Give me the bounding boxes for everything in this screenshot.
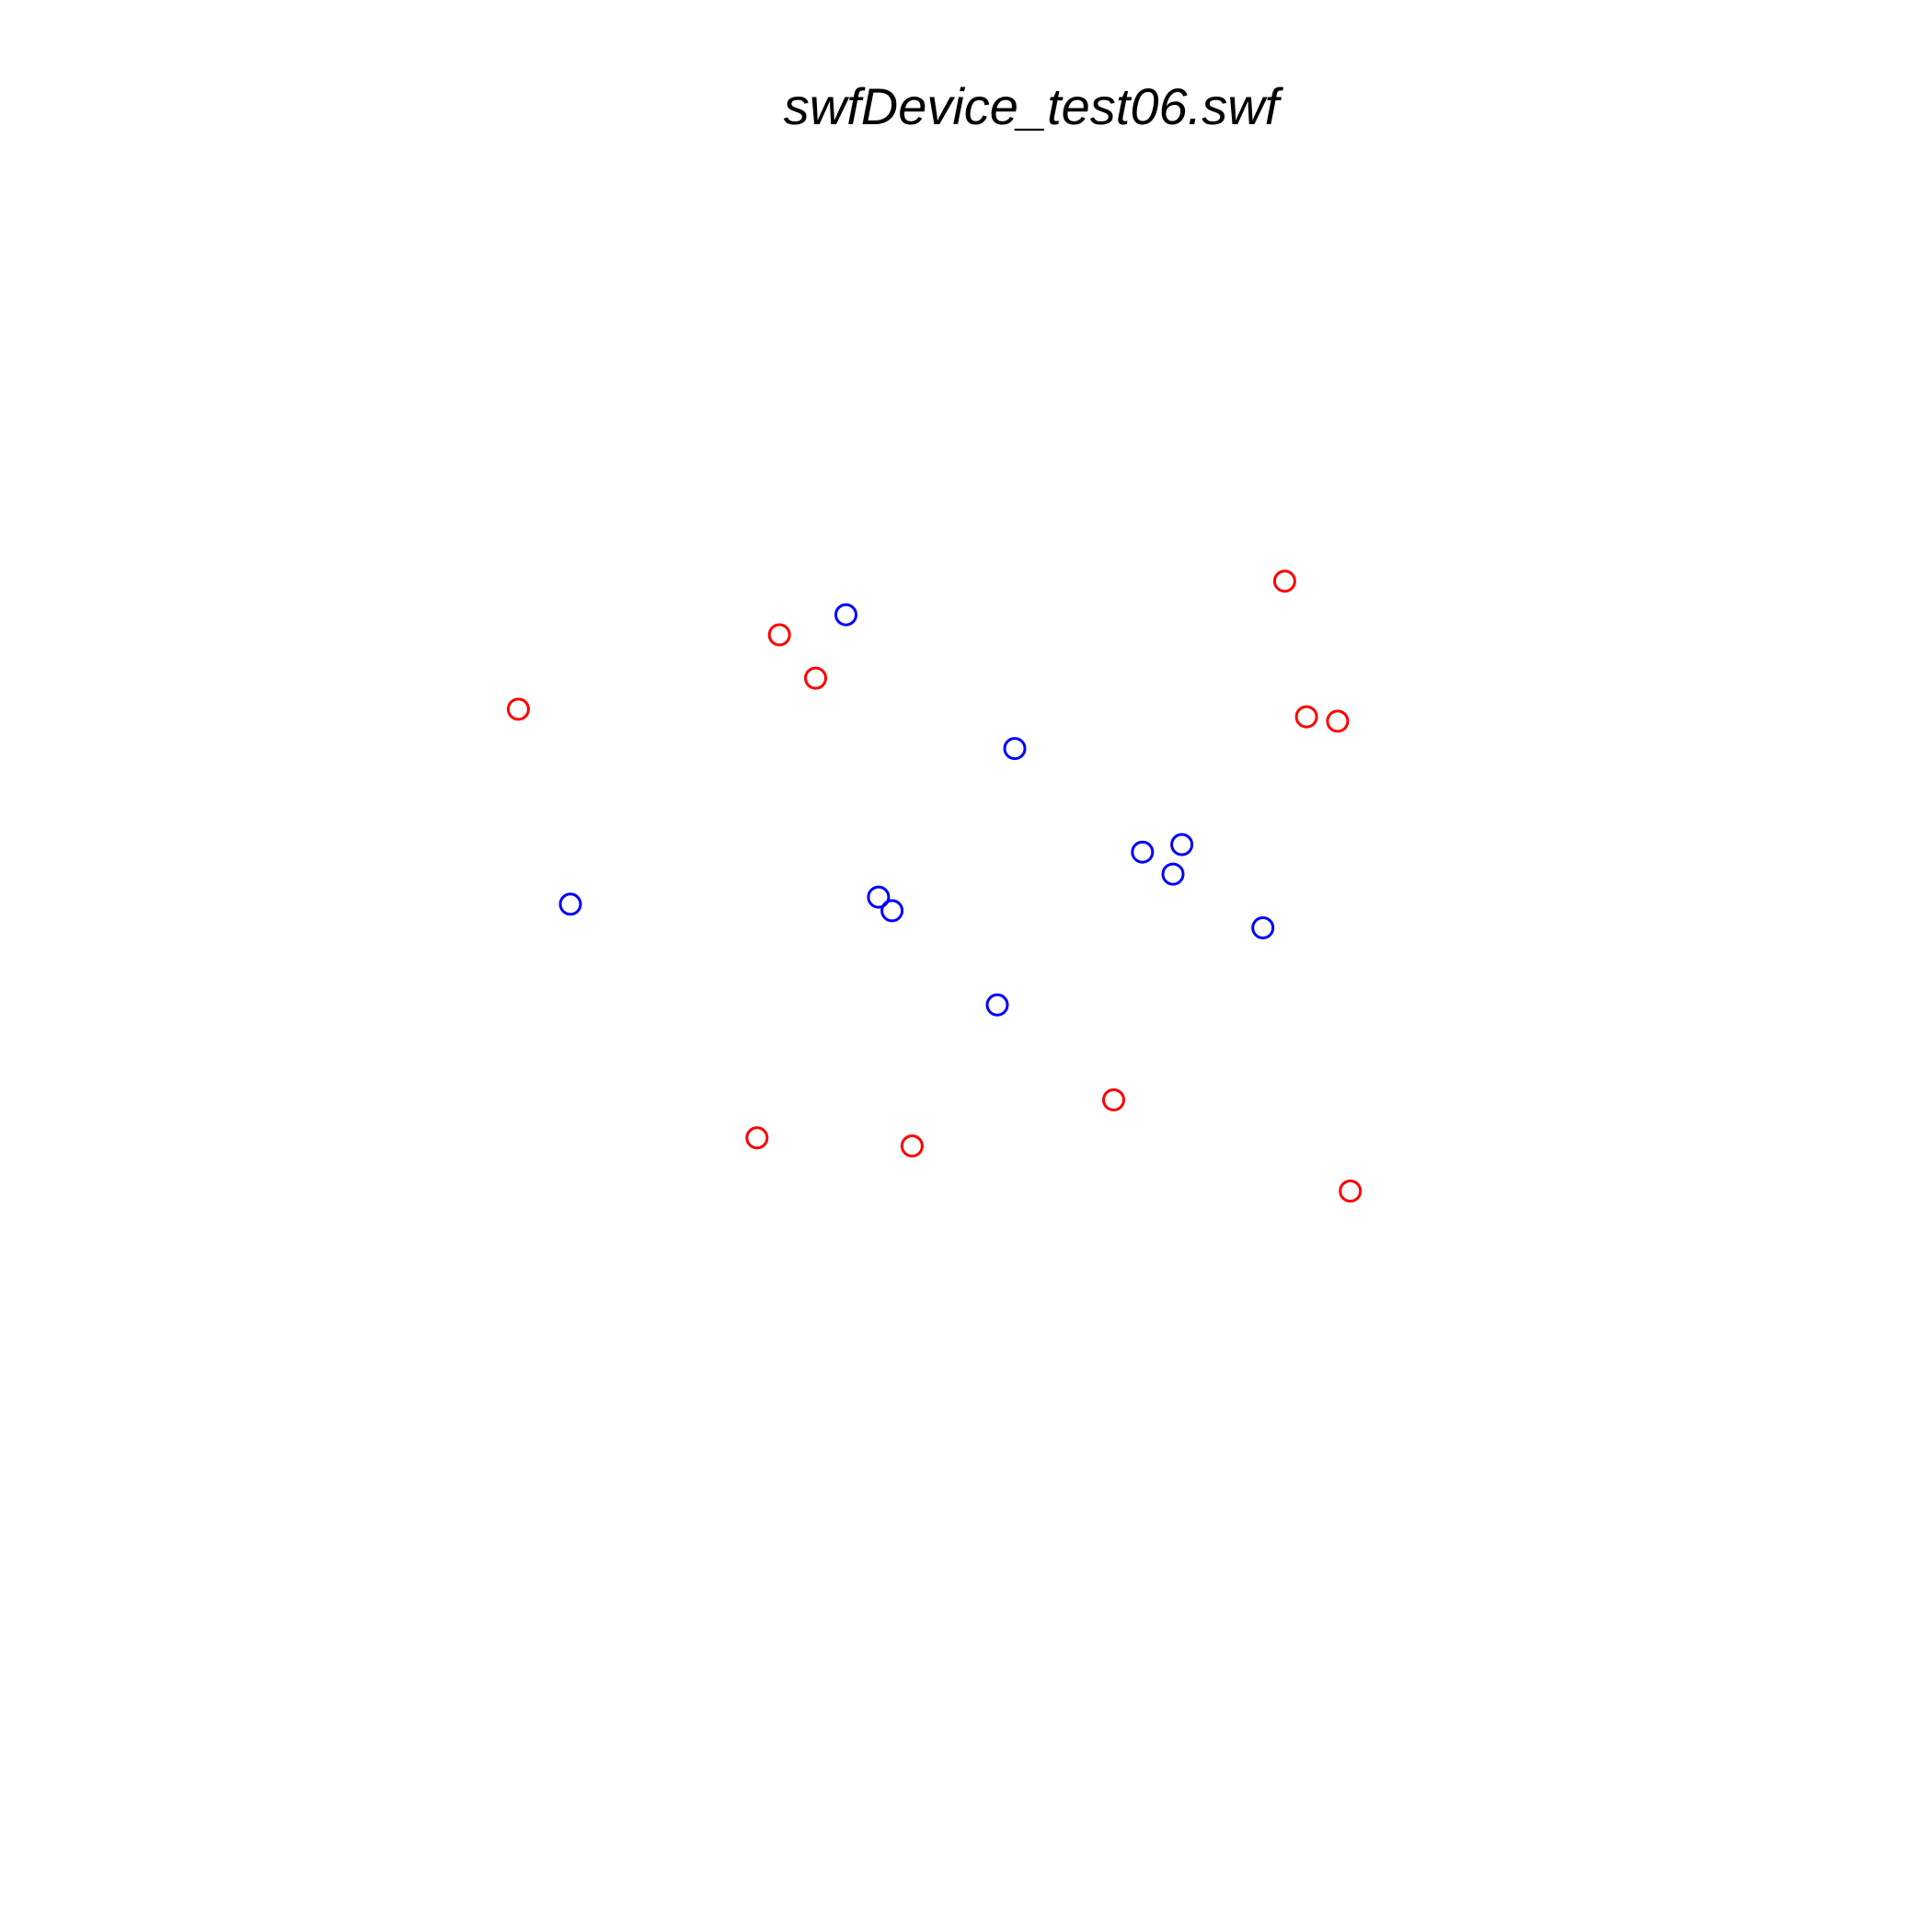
scatter-point xyxy=(1102,1088,1125,1111)
scatter-point xyxy=(867,885,891,909)
scatter-point xyxy=(1003,737,1027,761)
scatter-point xyxy=(1131,840,1155,864)
scatter-point xyxy=(1272,569,1296,593)
scatter-point xyxy=(506,697,530,721)
series-0 xyxy=(506,569,1363,1203)
scatter-point xyxy=(745,1126,769,1150)
scatter-point xyxy=(880,899,904,923)
chart-title: swfDevice_test06.swf xyxy=(783,77,1280,135)
scatter-point xyxy=(985,993,1009,1017)
scatter-point xyxy=(558,892,582,916)
scatter-point xyxy=(900,1134,924,1158)
scatter-point xyxy=(804,666,827,690)
scatter-point xyxy=(1339,1179,1363,1203)
scatter-point xyxy=(1251,916,1275,939)
scatter-point xyxy=(1170,833,1194,857)
scatter-point xyxy=(1161,862,1185,886)
scatter-point xyxy=(767,623,791,647)
scatter-point xyxy=(1326,709,1350,733)
scatter-point xyxy=(1294,705,1318,729)
series-1 xyxy=(558,603,1275,1017)
scatter-point xyxy=(834,603,857,627)
